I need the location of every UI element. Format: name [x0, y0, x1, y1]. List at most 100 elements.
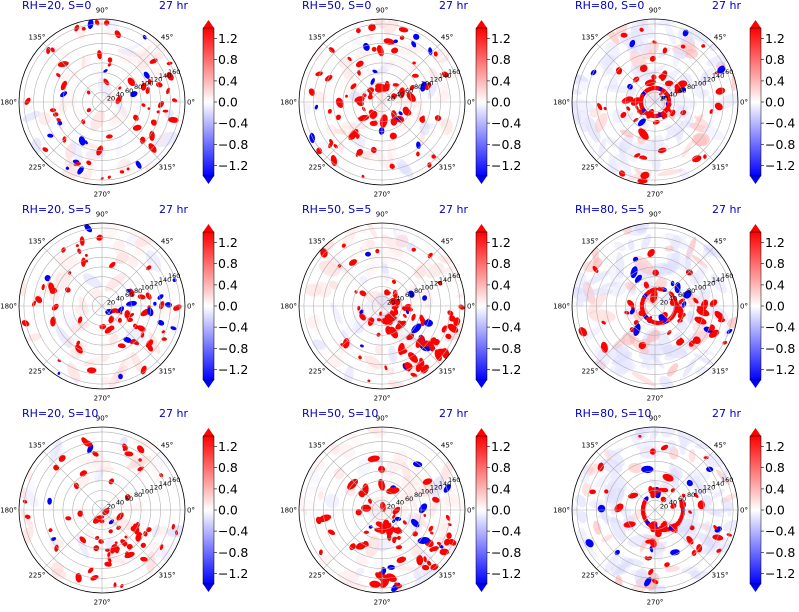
field-patch [691, 476, 704, 496]
angular-tick-label: 225° [28, 572, 45, 580]
convective-cell [445, 333, 452, 340]
convective-cell [126, 543, 133, 550]
convective-cell [123, 336, 132, 343]
convective-cell [363, 530, 369, 535]
polar-frame [571, 426, 739, 594]
field-patch [664, 565, 680, 573]
field-patch [687, 75, 696, 89]
field-patch [630, 433, 643, 451]
convective-cell [122, 447, 126, 451]
field-patch [379, 273, 406, 287]
angular-tick-label: 135° [581, 33, 598, 41]
convective-cell [411, 247, 416, 252]
angular-tick-label: 270° [94, 395, 111, 403]
convective-cell [620, 32, 628, 38]
convective-cell [119, 170, 125, 174]
convective-cell [127, 77, 136, 87]
angular-gridline [43, 101, 103, 161]
convective-cell [335, 114, 341, 121]
field-patch [380, 244, 391, 253]
convective-cell [129, 312, 135, 318]
panel-title: RH=80, S=5 [575, 203, 644, 216]
field-patch [649, 427, 662, 441]
radial-tick-label: 100 [421, 283, 433, 291]
convective-cell [77, 510, 84, 517]
field-patch [438, 514, 450, 542]
convective-cell [411, 40, 417, 48]
field-patch [615, 252, 625, 279]
convective-cell [328, 141, 333, 149]
colorbar-tick-label: 1.2 [218, 235, 238, 250]
panel-title: RH=50, S=5 [302, 203, 371, 216]
angular-tick-label: 90° [96, 7, 108, 15]
field-patch [67, 362, 81, 383]
field-patch [333, 467, 345, 480]
angular-tick-label: 45° [161, 237, 173, 245]
angular-gridline [654, 451, 714, 511]
field-patch [374, 496, 388, 504]
convective-cell [427, 252, 433, 259]
field-patch [689, 122, 709, 133]
field-patch [81, 54, 86, 69]
colorbar-tick-label: 0.8 [765, 460, 785, 475]
convective-cell [81, 119, 86, 125]
convective-cell [117, 343, 126, 349]
field-patch [58, 70, 79, 82]
radial-tick-label: 40 [669, 499, 677, 507]
field-patch [116, 278, 133, 290]
angular-tick-label: 90° [649, 415, 661, 423]
field-patch [89, 346, 104, 368]
convective-cell [93, 545, 100, 552]
angular-tick-label: 225° [581, 572, 598, 580]
convective-cell [315, 71, 323, 77]
convective-cell [92, 451, 99, 457]
field-patch [381, 253, 391, 264]
convective-cell [389, 132, 397, 140]
field-patch [299, 485, 328, 494]
colorbar-tick-label: 0.8 [765, 52, 785, 67]
field-patch [150, 67, 166, 82]
angular-gridline [43, 509, 103, 569]
field-patch [393, 84, 406, 94]
convective-cell [677, 80, 688, 88]
convective-cell [373, 120, 377, 125]
field-patch [407, 61, 419, 71]
convective-cell [77, 166, 84, 175]
field-patch [413, 529, 425, 541]
angular-tick-label: 180° [553, 99, 570, 107]
radial-tick-label: 160 [448, 476, 460, 484]
convective-cell [125, 288, 131, 293]
radial-tick-label: 80 [414, 287, 422, 295]
colorbar-tick-label: −0.8 [491, 545, 521, 560]
panel-time-label: 27 hr [159, 0, 188, 12]
angular-tick-label: 0° [187, 99, 195, 107]
radial-tick-label: 100 [141, 283, 153, 291]
field-patch [51, 568, 67, 579]
convective-cell [603, 106, 607, 111]
radial-tick-label: 40 [116, 295, 124, 303]
field-patch [112, 240, 126, 254]
convective-cell [717, 65, 726, 74]
convective-cell [81, 257, 86, 267]
colorbar-body [203, 232, 214, 380]
convective-cell [376, 332, 381, 337]
convective-cell [683, 290, 692, 299]
field-patch [155, 541, 181, 559]
convective-cell [109, 325, 115, 331]
field-patch [664, 440, 676, 453]
radial-tick-label: 80 [134, 491, 142, 499]
convective-cell [393, 39, 398, 44]
convective-cell [113, 582, 117, 588]
radial-tick-label: 40 [396, 499, 404, 507]
radial-tick-label: 160 [168, 272, 180, 280]
convective-cell [157, 294, 164, 300]
field-patch [612, 109, 624, 123]
convective-cell [318, 514, 332, 523]
colorbar-tick-label: −1.2 [218, 362, 248, 377]
convective-cell [703, 456, 709, 460]
field-patch [688, 101, 698, 109]
convective-cell [57, 371, 61, 375]
convective-cell [398, 27, 409, 33]
